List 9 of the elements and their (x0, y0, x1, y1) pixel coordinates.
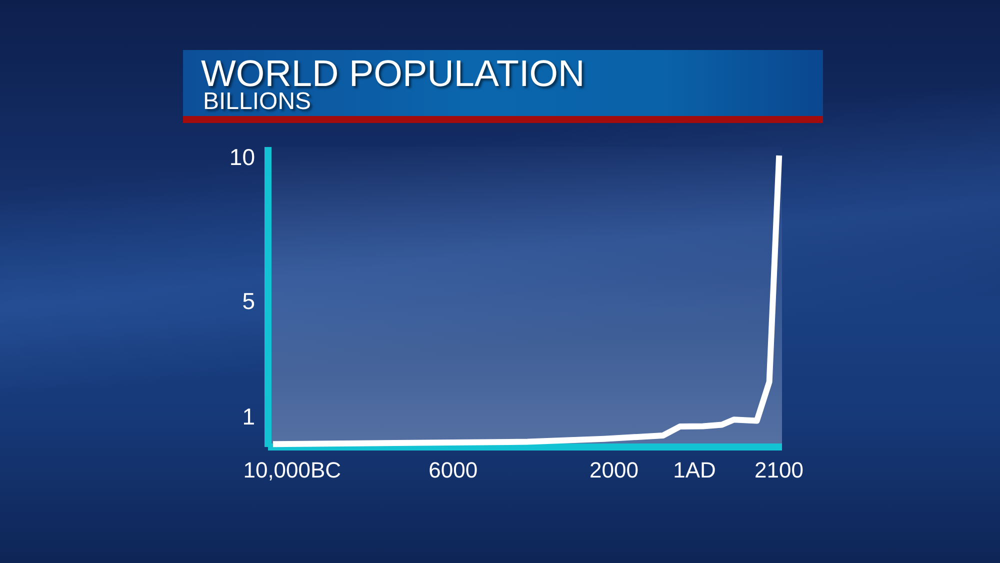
x-tick-label: 1AD (673, 457, 716, 482)
y-tick-label: 10 (229, 144, 255, 170)
y-tick-label: 1 (242, 404, 255, 430)
y-tick-label: 5 (242, 288, 255, 314)
x-tick-label: 2100 (754, 457, 804, 482)
chart-subtitle: BILLIONS (203, 88, 312, 115)
x-tick-label: 10,000BC (243, 457, 342, 482)
x-tick-label: 6000 (428, 457, 478, 482)
x-tick-label: 2000 (590, 457, 638, 482)
